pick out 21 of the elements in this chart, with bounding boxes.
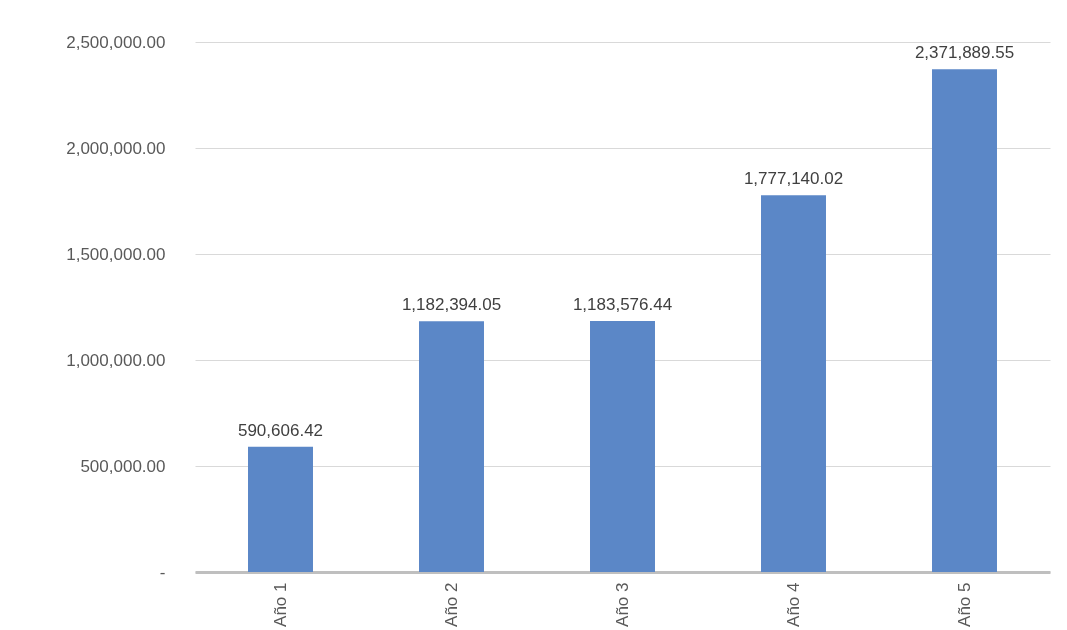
bar (761, 195, 826, 572)
y-tick-label: 1,500,000.00 (66, 244, 166, 264)
x-tick-label: Año 4 (783, 582, 803, 627)
data-label: 1,777,140.02 (743, 169, 844, 189)
y-tick-label: 1,000,000.00 (66, 350, 166, 370)
bar (932, 69, 997, 572)
y-tick-label: 500,000.00 (80, 456, 166, 476)
x-tick-label: Año 2 (441, 582, 461, 627)
bar (419, 321, 484, 572)
data-label: 1,183,576.44 (572, 295, 673, 315)
bar (248, 446, 313, 572)
x-tick-label: Año 3 (612, 582, 632, 627)
y-tick-label: 2,500,000.00 (66, 32, 166, 52)
y-tick-label: - (159, 562, 166, 582)
x-tick-label: Año 5 (954, 582, 974, 627)
data-label: 1,182,394.05 (401, 295, 502, 315)
y-tick-label: 2,000,000.00 (66, 138, 166, 158)
bar (590, 321, 655, 572)
data-label: 2,371,889.55 (914, 43, 1015, 63)
data-label: 590,606.42 (237, 420, 324, 440)
x-tick-label: Año 1 (270, 582, 290, 627)
